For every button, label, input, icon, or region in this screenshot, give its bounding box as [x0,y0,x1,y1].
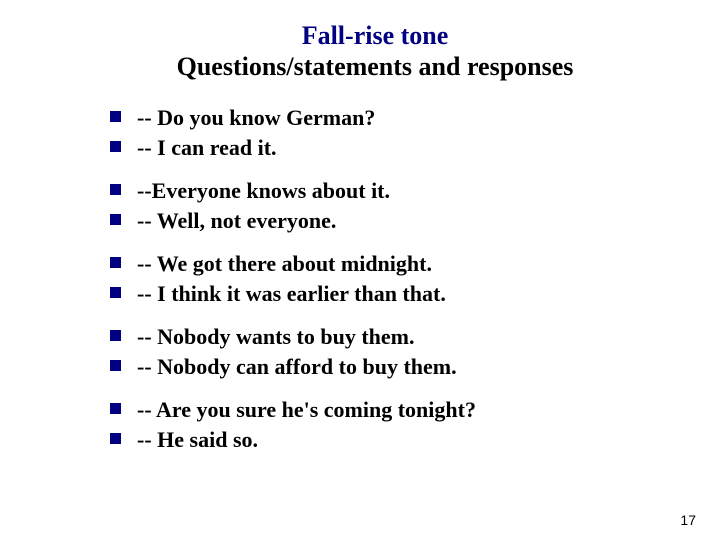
list-item: -- He said so. [110,426,680,454]
list-item: -- Nobody wants to buy them. [110,323,680,351]
group-3: -- We got there about midnight. -- I thi… [110,250,680,307]
item-text: -- Are you sure he's coming tonight? [137,396,476,424]
list-item: -- I think it was earlier than that. [110,280,680,308]
list-item: -- I can read it. [110,134,680,162]
bullet-icon [110,287,121,298]
item-text: -- He said so. [137,426,258,454]
item-text: -- I can read it. [137,134,277,162]
item-text: -- We got there about midnight. [137,250,432,278]
page-number: 17 [680,512,696,528]
title-line-1: Fall-rise tone [70,20,680,51]
list-item: --Everyone knows about it. [110,177,680,205]
slide-container: Fall-rise tone Questions/statements and … [0,0,720,540]
item-text: -- Do you know German? [137,104,375,132]
title-line-2: Questions/statements and responses [70,51,680,82]
bullet-icon [110,141,121,152]
item-text: -- I think it was earlier than that. [137,280,446,308]
bullet-icon [110,214,121,225]
bullet-icon [110,184,121,195]
bullet-icon [110,257,121,268]
item-text: --Everyone knows about it. [137,177,390,205]
list-item: -- Well, not everyone. [110,207,680,235]
title-block: Fall-rise tone Questions/statements and … [70,20,680,82]
group-4: -- Nobody wants to buy them. -- Nobody c… [110,323,680,380]
bullet-icon [110,330,121,341]
bullet-icon [110,360,121,371]
item-text: -- Well, not everyone. [137,207,336,235]
list-item: -- Do you know German? [110,104,680,132]
group-1: -- Do you know German? -- I can read it. [110,104,680,161]
group-5: -- Are you sure he's coming tonight? -- … [110,396,680,453]
bullet-icon [110,433,121,444]
list-item: -- Are you sure he's coming tonight? [110,396,680,424]
group-2: --Everyone knows about it. -- Well, not … [110,177,680,234]
bullet-icon [110,111,121,122]
content-area: -- Do you know German? -- I can read it.… [110,104,680,453]
item-text: -- Nobody can afford to buy them. [137,353,457,381]
list-item: -- We got there about midnight. [110,250,680,278]
list-item: -- Nobody can afford to buy them. [110,353,680,381]
item-text: -- Nobody wants to buy them. [137,323,414,351]
bullet-icon [110,403,121,414]
